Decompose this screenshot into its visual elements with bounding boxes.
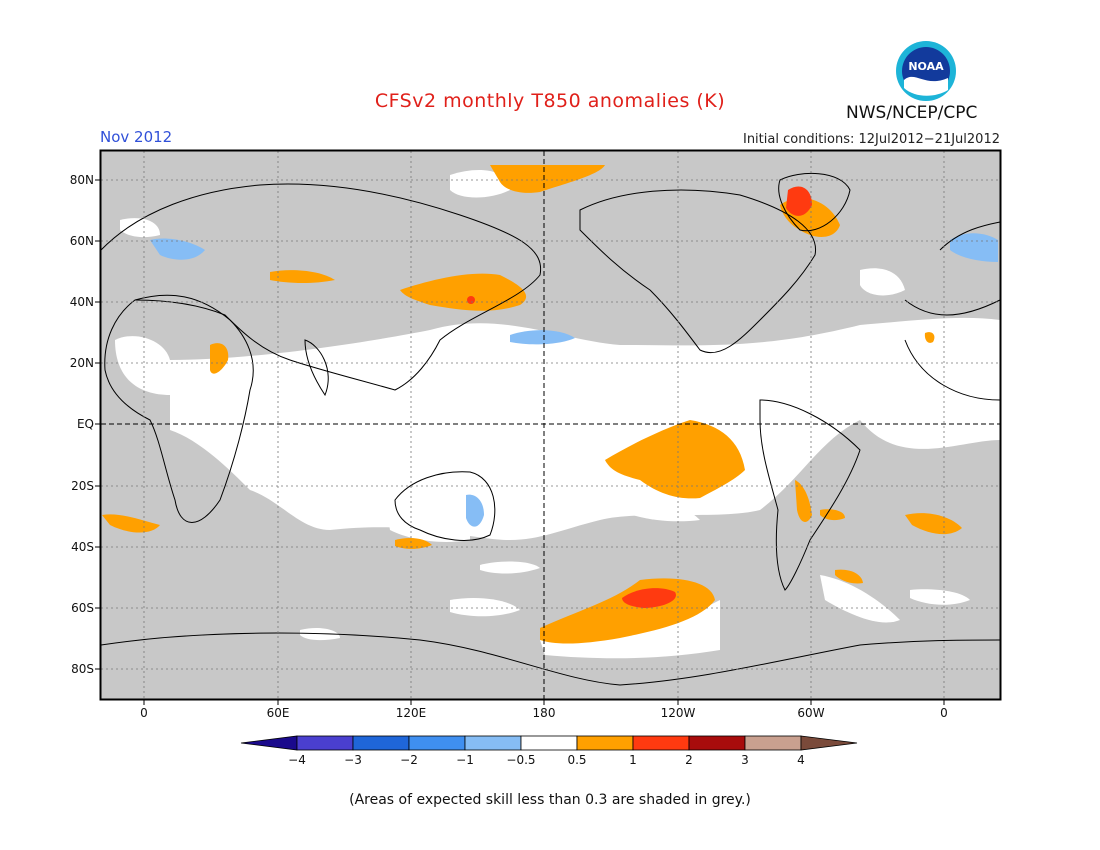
colorbar-label: −1: [456, 753, 474, 767]
colorbar-label: −2: [400, 753, 418, 767]
colorbar-label: 2: [685, 753, 693, 767]
skill-footnote: (Areas of expected skill less than 0.3 a…: [349, 792, 751, 808]
colorbar-swatch: [744, 735, 802, 751]
noaa-logo-icon: NOAA: [896, 41, 956, 101]
colorbar-swatch: [408, 735, 466, 751]
lat-label-60n: 60N: [69, 234, 94, 248]
colorbar-label: −4: [288, 753, 306, 767]
lon-label-60w: 60W: [797, 706, 825, 720]
lat-label-80n: 80N: [69, 173, 94, 187]
colorbar-label: 0.5: [567, 753, 587, 767]
colorbar-label: 4: [797, 753, 805, 767]
initial-conditions-label: Initial conditions: 12Jul2012−21Jul2012: [742, 132, 1000, 147]
colorbar-right-arrow: [800, 735, 858, 751]
lon-label-0: 0: [140, 706, 148, 720]
strong-warm-anomaly-regions: [467, 186, 812, 608]
lon-label-180: 180: [532, 706, 556, 720]
colorbar-swatch: [464, 735, 522, 751]
colorbar-label: 1: [629, 753, 637, 767]
cool-anomaly-regions: [150, 233, 998, 527]
reference-lines: [101, 151, 1000, 699]
lon-label-60e: 60E: [266, 706, 290, 720]
valid-month-label: Nov 2012: [100, 128, 173, 146]
lat-label-60s: 60S: [71, 601, 94, 615]
lat-label-40n: 40N: [69, 295, 94, 309]
lat-label-20n: 20N: [69, 356, 94, 370]
colorbar-label: 3: [741, 753, 749, 767]
noaa-logo-text: NOAA: [908, 60, 944, 73]
lat-label-80s: 80S: [71, 662, 94, 676]
chart-title: CFSv2 monthly T850 anomalies (K): [374, 90, 726, 112]
colorbar-swatch: [296, 735, 354, 751]
coastlines: [100, 172, 1001, 686]
lon-label-120e: 120E: [395, 706, 427, 720]
graticule: [101, 151, 1000, 699]
lat-label-40s: 40S: [71, 540, 94, 554]
lat-label-eq: EQ: [76, 417, 94, 431]
lon-label-120w: 120W: [660, 706, 696, 720]
colorbar-swatch: [352, 735, 410, 751]
map-frame: [99, 149, 1002, 701]
colorbar-label: −3: [344, 753, 362, 767]
colorbar-left-arrow: [240, 735, 298, 751]
colorbar: [240, 735, 858, 751]
neutral-regions: [115, 170, 1000, 659]
colorbar-swatch: [576, 735, 634, 751]
colorbar-label: −0.5: [506, 753, 536, 767]
colorbar-swatch: [688, 735, 746, 751]
lon-label-0-right: 0: [940, 706, 948, 720]
agency-label: NWS/NCEP/CPC: [846, 103, 978, 123]
colorbar-swatch: [520, 735, 578, 751]
colorbar-swatch: [632, 735, 690, 751]
lat-label-20s: 20S: [71, 479, 94, 493]
